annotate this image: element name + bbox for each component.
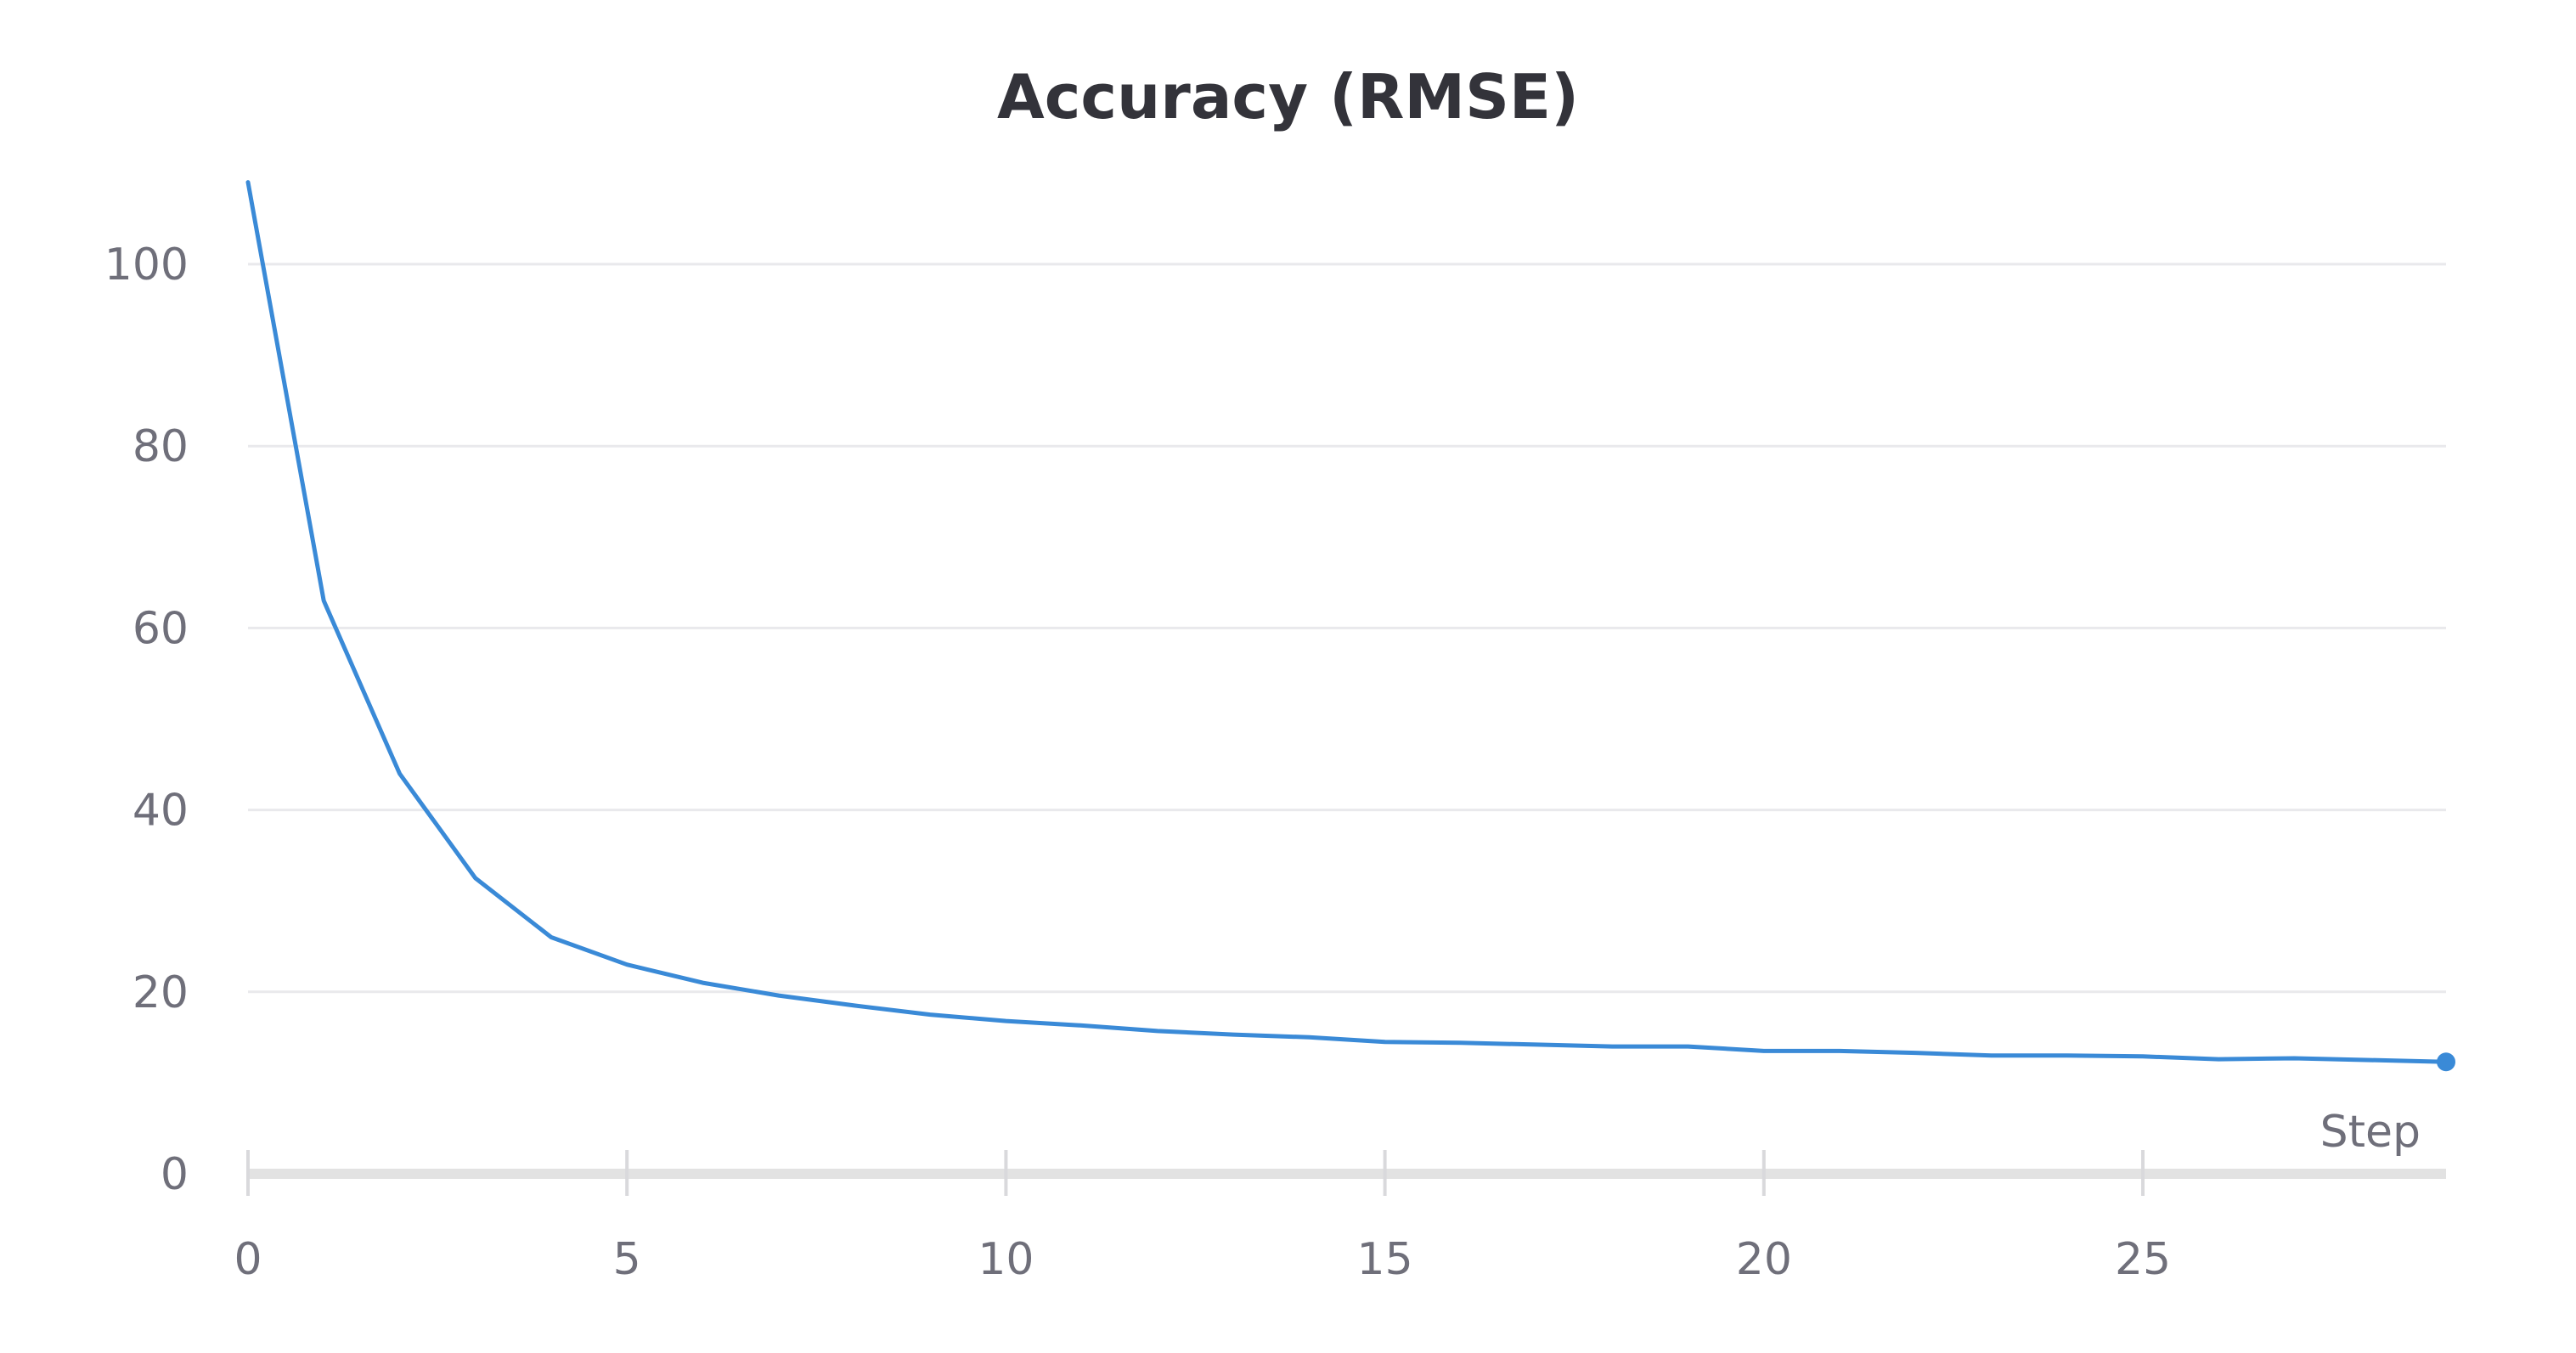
x-axis-label: Step	[2320, 1107, 2421, 1158]
x-tick-label: 25	[2115, 1234, 2171, 1285]
x-axis	[246, 1150, 2446, 1196]
x-tick-label: 10	[978, 1234, 1034, 1285]
tick-labels: 0 20 40 60 80 100 0 5 10 15 20 25 Step	[104, 240, 2421, 1285]
y-tick-label: 40	[132, 786, 189, 837]
series-end-point	[2437, 1052, 2455, 1072]
gridlines	[248, 262, 2446, 994]
series-lines	[245, 180, 2455, 1072]
chart-title: Accuracy (RMSE)	[996, 61, 1580, 132]
y-tick-label: 100	[104, 240, 189, 290]
series-line	[245, 180, 2449, 1064]
x-tick-label: 0	[234, 1234, 262, 1285]
y-tick-label: 20	[132, 967, 189, 1018]
x-tick-label: 5	[613, 1234, 641, 1285]
x-tick-label: 20	[1736, 1234, 1792, 1285]
y-tick-label: 0	[161, 1149, 189, 1200]
y-tick-label: 60	[132, 603, 189, 654]
y-tick-label: 80	[132, 421, 189, 472]
x-tick-label: 15	[1357, 1234, 1413, 1285]
